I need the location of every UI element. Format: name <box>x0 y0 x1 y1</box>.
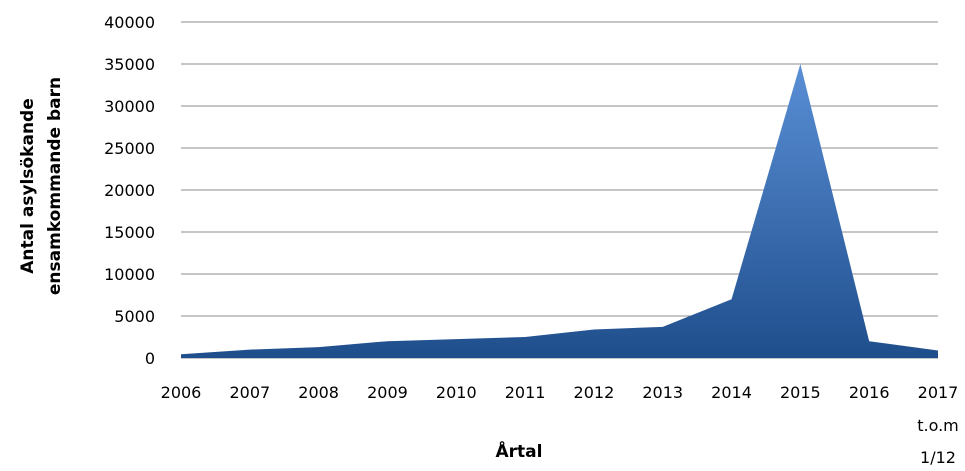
x-tick-label: 2006 <box>161 383 202 402</box>
x-tick-label: 2013 <box>642 383 683 402</box>
x-tick-label: 2017 <box>918 383 959 402</box>
y-tick-label: 25000 <box>104 139 155 158</box>
x-tick-label: 2014 <box>711 383 752 402</box>
x-tick-label: 2010 <box>436 383 477 402</box>
x-tick-note-line-1: t.o.m <box>917 416 959 435</box>
y-tick-label: 10000 <box>104 265 155 284</box>
area-series <box>181 64 938 358</box>
y-tick-label: 0 <box>145 349 155 368</box>
y-axis-title-line-2: ensamkommande barn <box>45 77 65 295</box>
y-axis-title: Antal asylsökande ensamkommande barn <box>18 77 65 295</box>
x-tick-label: 2015 <box>780 383 821 402</box>
area-fill <box>181 64 938 358</box>
gridlines <box>181 21 938 359</box>
x-axis-ticks: 2006 2007 2008 2009 2010 2011 2012 2013 2014 2015… <box>161 383 959 402</box>
y-tick-label: 30000 <box>104 97 155 116</box>
x-tick-label: 2008 <box>298 383 339 402</box>
y-tick-label: 40000 <box>104 13 155 32</box>
y-tick-label: 5000 <box>114 307 155 326</box>
y-axis-title-line-1: Antal asylsökande <box>18 98 38 273</box>
y-axis-ticks: 0 5000 10000 15000 20000 25000 30000 35000 40000 <box>104 13 155 368</box>
x-tick-label: 2011 <box>505 383 546 402</box>
x-tick-label: 2012 <box>574 383 615 402</box>
y-tick-label: 20000 <box>104 181 155 200</box>
x-tick-label: 2007 <box>229 383 270 402</box>
last-category-note: t.o.m 1/12 <box>917 416 959 467</box>
y-tick-label: 15000 <box>104 223 155 242</box>
x-tick-label: 2016 <box>849 383 890 402</box>
x-axis-title: Årtal <box>496 439 543 462</box>
x-tick-label: 2009 <box>367 383 408 402</box>
x-tick-note-line-2: 1/12 <box>920 448 956 467</box>
y-tick-label: 35000 <box>104 55 155 74</box>
